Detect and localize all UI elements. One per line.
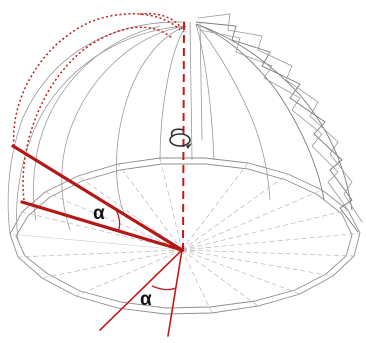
lower-angle-label: α (140, 289, 152, 310)
base-outer-ring (9, 157, 361, 315)
rotation-arrow-icon (169, 128, 192, 149)
upper-angle-label: α (93, 203, 105, 224)
upper-angle (11, 144, 184, 252)
lower-angle-ray-right (167, 249, 183, 337)
upper-angle-ray-bottom (20, 200, 184, 252)
fold-trace-dotted (12, 12, 185, 201)
lower-angle-arc (151, 285, 177, 291)
lower-angle (99, 249, 183, 337)
upper-angle-arc (115, 209, 121, 233)
dome-outer-edge (195, 21, 359, 233)
lower-angle-ray-left (99, 249, 183, 331)
wireframe-meridians (7, 13, 363, 241)
base-inner-ring (15, 163, 353, 309)
base-ring (9, 157, 361, 315)
center-point (179, 247, 185, 253)
upper-angle-ray-top (11, 144, 184, 252)
rotation-axis (182, 21, 185, 251)
